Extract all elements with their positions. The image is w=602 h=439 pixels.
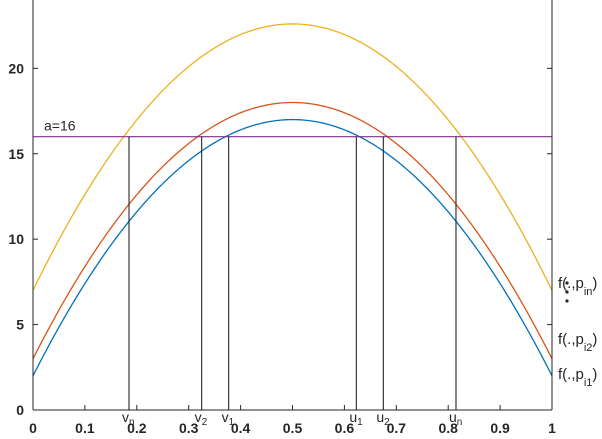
threshold-label: a=16 (44, 118, 76, 134)
x-tick-label: 0.3 (179, 420, 199, 436)
x-tick-label: 0.1 (75, 420, 95, 436)
y-tick-label: 10 (8, 231, 24, 247)
x-tick-label: 0.7 (387, 420, 407, 436)
series-line-2 (32, 101, 553, 360)
y-tick-label: 0 (16, 402, 24, 418)
side-label-3: f(.,pi1) (558, 366, 597, 389)
side-label-2: f(.,pi2) (558, 331, 597, 354)
x-tick-label: 0.8 (438, 420, 458, 436)
curves-layer (32, 23, 553, 377)
annotations-layer: vn v2 v1 u1 u2 un (122, 409, 462, 428)
x-tick-label: 0.2 (127, 420, 147, 436)
x-tick-label: 0.4 (231, 420, 251, 436)
series-line-3 (32, 23, 553, 291)
marker-label-3: v1 (222, 409, 235, 428)
plot-background (33, 0, 552, 410)
y-tick-label: 20 (8, 60, 24, 76)
x-tick-label: 0.9 (490, 420, 510, 436)
side-label-1: f(.,pin) (558, 275, 597, 298)
marker-label-5: u2 (376, 409, 390, 428)
marker-label-2: v2 (195, 409, 208, 428)
marker-label-6: un (449, 409, 462, 428)
series-line-1 (32, 118, 553, 377)
ellipsis-dot (565, 299, 569, 303)
x-tick-label: 1 (548, 420, 556, 436)
x-tick-label: 0.5 (283, 420, 303, 436)
threshold-layer: a=16 (33, 118, 552, 138)
marker-label-1: vn (122, 409, 135, 428)
ellipsis-dot (565, 290, 569, 294)
y-tick-label: 15 (8, 146, 24, 162)
vertical-lines-layer (128, 136, 457, 410)
side-labels-layer: f(.,pin) f(.,pi2) f(.,pi1) (558, 275, 597, 389)
x-tick-label: 0.6 (335, 420, 355, 436)
x-tick-label: 0 (29, 420, 37, 436)
ellipsis-dot (565, 281, 569, 285)
y-tick-label: 5 (16, 317, 24, 333)
marker-label-4: u1 (349, 409, 363, 428)
